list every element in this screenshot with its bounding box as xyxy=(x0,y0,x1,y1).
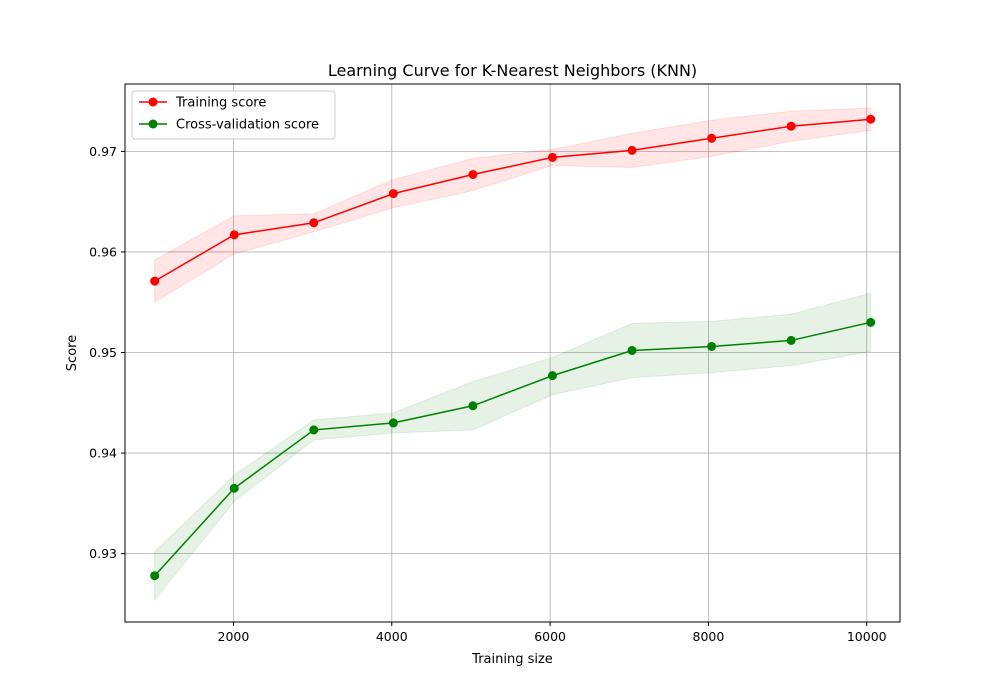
legend-cv-marker xyxy=(148,119,158,129)
point-series-0 xyxy=(229,230,239,240)
point-series-0 xyxy=(388,189,398,199)
point-series-0 xyxy=(627,145,637,155)
grid xyxy=(125,84,900,622)
line-series-1 xyxy=(154,321,871,577)
band-series-1 xyxy=(154,292,872,602)
point-series-0 xyxy=(707,133,717,143)
series-lines xyxy=(150,114,876,581)
point-series-0 xyxy=(866,114,876,124)
y-tick-label: 0.95 xyxy=(89,345,117,360)
band-series-0 xyxy=(154,107,872,304)
confidence-bands xyxy=(154,107,872,602)
point-series-1 xyxy=(707,341,717,351)
point-series-0 xyxy=(547,152,557,162)
point-series-1 xyxy=(229,483,239,493)
x-tick-label: 4000 xyxy=(376,629,408,644)
legend-training-label: Training score xyxy=(175,96,266,111)
point-series-0 xyxy=(786,121,796,131)
point-series-1 xyxy=(468,401,478,411)
y-tick-label: 0.96 xyxy=(89,244,117,259)
point-series-0 xyxy=(150,276,160,286)
chart-title: Learning Curve for K-Nearest Neighbors (… xyxy=(328,61,697,80)
x-axis-label: Training size xyxy=(471,652,553,667)
point-series-1 xyxy=(547,371,557,381)
legend: Training score Cross-validation score xyxy=(131,90,336,140)
x-tick-label: 10000 xyxy=(847,629,887,644)
point-series-1 xyxy=(866,317,876,327)
point-series-1 xyxy=(627,345,637,355)
plot-frame xyxy=(124,83,901,623)
y-tick-label: 0.93 xyxy=(89,546,117,561)
y-axis-label: Score xyxy=(65,335,80,371)
point-series-1 xyxy=(388,418,398,428)
point-series-1 xyxy=(786,335,796,345)
point-series-0 xyxy=(309,218,319,228)
axis-ticks: 2000 4000 6000 8000 10000 0.93 0.94 0.95 0.96 0.9… xyxy=(89,144,887,644)
y-tick-label: 0.94 xyxy=(89,446,117,461)
legend-box xyxy=(131,90,336,140)
point-series-1 xyxy=(150,571,160,581)
line-series-0 xyxy=(154,118,871,282)
x-tick-label: 2000 xyxy=(218,629,250,644)
x-tick-label: 6000 xyxy=(534,629,566,644)
y-tick-label: 0.97 xyxy=(89,144,117,159)
x-tick-label: 8000 xyxy=(693,629,725,644)
legend-cv-label: Cross-validation score xyxy=(176,118,319,133)
legend-training-marker xyxy=(148,97,158,107)
point-series-0 xyxy=(468,170,478,180)
point-series-1 xyxy=(309,425,319,435)
